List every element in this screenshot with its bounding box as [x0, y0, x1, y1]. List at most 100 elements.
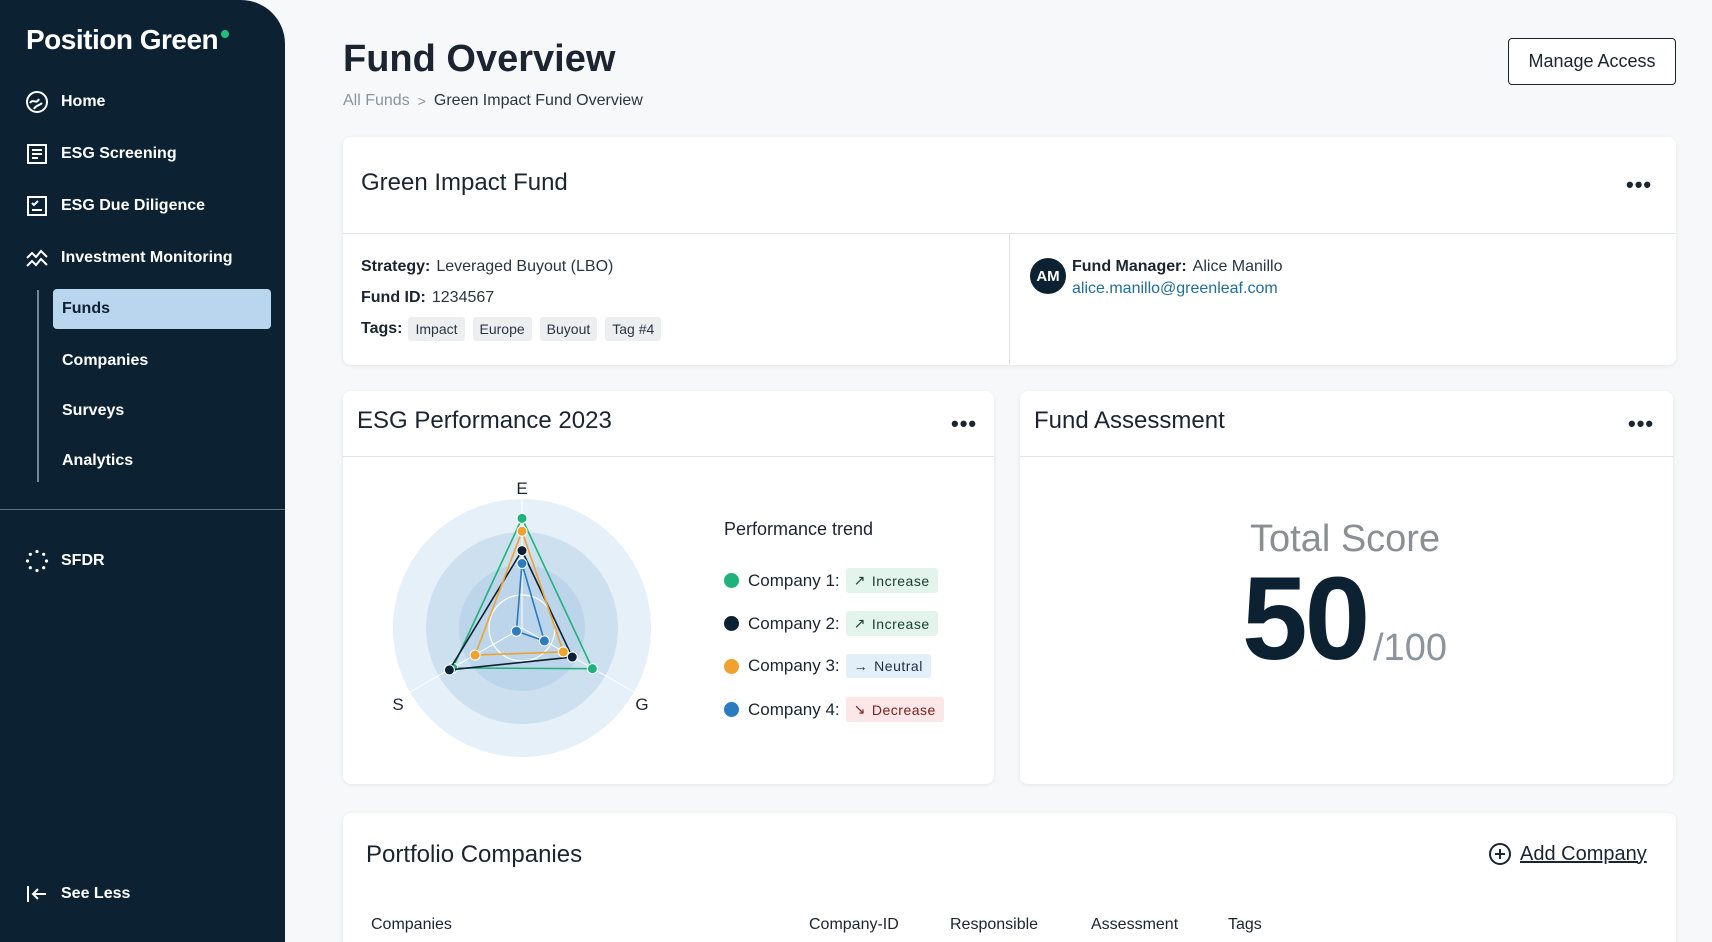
- fund-card-divider: [343, 233, 1676, 234]
- legend-company-label: Company 2:: [748, 613, 840, 633]
- sidebar-item-label: SFDR: [61, 552, 105, 569]
- fund-card: Green Impact Fund ••• Strategy: Leverage…: [343, 137, 1676, 365]
- radar-series-group: [443, 512, 598, 676]
- radar-point-2-g[interactable]: [566, 651, 578, 663]
- radar-point-2-e[interactable]: [516, 545, 528, 557]
- strategy-row: Strategy: Leveraged Buyout (LBO): [361, 258, 613, 276]
- breadcrumb-all-funds[interactable]: All Funds: [343, 92, 410, 109]
- legend-company-label: Company 4:: [748, 699, 840, 719]
- sidebar-item-sfdr[interactable]: SFDR: [25, 547, 105, 575]
- sidebar-item-esg-due-diligence[interactable]: ESG Due Diligence: [25, 192, 205, 220]
- assessment-card-divider: [1020, 456, 1673, 457]
- sidebar-item-label: ESG Screening: [61, 145, 177, 162]
- tag-chip[interactable]: Buyout: [539, 317, 598, 341]
- legend-company-label: Company 1:: [748, 570, 840, 590]
- radar-point-4-g[interactable]: [538, 635, 550, 647]
- total-score-max: /100: [1373, 627, 1447, 669]
- fund-manager-info: Fund Manager: Alice Manillo alice.manill…: [1072, 258, 1282, 298]
- esg-card-title: ESG Performance 2023: [357, 407, 612, 434]
- tag-chip[interactable]: Europe: [472, 317, 532, 341]
- legend-dot: [724, 573, 739, 588]
- column-header-company-id[interactable]: Company-ID: [809, 916, 899, 933]
- add-company-label: Add Company: [1520, 842, 1647, 865]
- legend-company-2: Company 2: ↗ Increase: [724, 611, 938, 636]
- fund-card-more-icon[interactable]: •••: [1626, 172, 1653, 197]
- checklist-icon: [27, 196, 47, 216]
- trend-up-icon: ↗: [853, 572, 866, 588]
- legend-company-label: Company 3:: [748, 656, 840, 675]
- sidebar-subitem-companies[interactable]: Companies: [62, 352, 149, 369]
- tag-chip[interactable]: Tag #4: [605, 317, 662, 341]
- total-score-value: 50: [1242, 553, 1370, 685]
- fund-manager-name: Alice Manillo: [1192, 258, 1283, 275]
- brand-dot-icon: [221, 30, 230, 38]
- sidebar-item-home[interactable]: Home: [25, 88, 105, 116]
- tags-row: Tags: Impact Europe Buyout Tag #4: [361, 317, 663, 341]
- radar-point-4-e[interactable]: [516, 558, 528, 569]
- breadcrumb: All Funds > Green Impact Fund Overview: [343, 92, 643, 110]
- trend-badge-label: Increase: [871, 572, 930, 589]
- sidebar-subitem-analytics[interactable]: Analytics: [62, 452, 134, 469]
- portfolio-title: Portfolio Companies: [366, 841, 583, 868]
- sidebar-item-investment-monitoring[interactable]: Investment Monitoring: [25, 244, 233, 272]
- chevron-right-icon: >: [417, 93, 426, 109]
- esg-radar-chart: E S G: [392, 479, 651, 757]
- collapse-icon: [27, 886, 46, 902]
- fund-assessment-card: Fund Assessment •••: [1020, 391, 1673, 784]
- column-header-companies[interactable]: Companies: [371, 916, 452, 933]
- radar-point-3-e[interactable]: [516, 525, 528, 537]
- sidebar-item-esg-screening[interactable]: ESG Screening: [25, 140, 177, 168]
- radar-point-3-g[interactable]: [557, 646, 569, 658]
- radar-series-1: [451, 516, 594, 670]
- add-company-button[interactable]: Add Company: [1488, 842, 1647, 866]
- performance-trend-title: Performance trend: [724, 519, 874, 539]
- radar-point-1-g[interactable]: [586, 663, 598, 675]
- page-title: Fund Overview: [343, 38, 616, 80]
- sidebar-subitem-funds[interactable]: Funds: [53, 289, 271, 329]
- tag-chip[interactable]: Impact: [408, 317, 465, 341]
- brand-name: Position Green: [26, 24, 219, 55]
- radar-point-1-e[interactable]: [516, 512, 528, 524]
- trend-badge: → Neutral: [845, 654, 931, 678]
- legend-company-1: Company 1: ↗ Increase: [724, 568, 938, 593]
- legend-company-4: Company 4: ↘ Decrease: [724, 697, 944, 722]
- column-header-responsible[interactable]: Responsible: [950, 916, 1039, 933]
- radar-point-3-s[interactable]: [469, 649, 481, 661]
- legend-dot: [724, 702, 739, 717]
- legend-company-3: Company 3: → Neutral: [724, 654, 931, 678]
- screening-icon: [27, 144, 47, 164]
- brand-logo[interactable]: Position Green: [26, 24, 230, 56]
- fund-manager-label: Fund Manager:: [1072, 258, 1187, 275]
- strategy-value: Leveraged Buyout (LBO): [436, 258, 614, 275]
- esg-card-more-icon[interactable]: •••: [951, 411, 978, 436]
- fund-id-value: 1234567: [431, 289, 495, 306]
- see-less-label: See Less: [61, 885, 131, 902]
- sidebar-item-label: Home: [61, 93, 106, 110]
- column-header-tags[interactable]: Tags: [1228, 916, 1262, 933]
- radar-axis-s: [409, 627, 523, 693]
- radar-point-4-s[interactable]: [510, 625, 522, 637]
- column-header-assessment[interactable]: Assessment: [1091, 916, 1179, 933]
- trend-badge-label: Neutral: [874, 658, 923, 674]
- sidebar-item-label: ESG Due Diligence: [61, 197, 206, 214]
- trend-badge: ↘ Decrease: [845, 697, 944, 722]
- monitoring-icon: [26, 249, 48, 267]
- manage-access-button[interactable]: Manage Access: [1508, 38, 1676, 85]
- radar-point-2-s[interactable]: [443, 664, 455, 676]
- radar-axis-label-g: G: [635, 695, 648, 714]
- trend-down-icon: ↘: [853, 701, 866, 717]
- sidebar: Position Green Home ESG Screening ESG Du…: [0, 0, 285, 942]
- strategy-label: Strategy:: [361, 258, 431, 275]
- submenu-guide-line: [37, 290, 39, 482]
- trend-badge: ↗ Increase: [845, 611, 938, 636]
- see-less-button[interactable]: See Less: [25, 880, 130, 908]
- fund-card-vertical-divider: [1009, 234, 1010, 365]
- legend-dot: [724, 658, 739, 674]
- sidebar-divider: [0, 509, 285, 510]
- plus-circle-icon: [1489, 843, 1511, 865]
- sidebar-subitem-surveys[interactable]: Surveys: [62, 402, 125, 419]
- trend-badge: ↗ Increase: [845, 568, 938, 593]
- assessment-card-more-icon[interactable]: •••: [1628, 411, 1655, 436]
- fund-manager-email-link[interactable]: alice.manillo@greenleaf.com: [1072, 280, 1278, 297]
- total-score-label: Total Score: [1250, 518, 1441, 560]
